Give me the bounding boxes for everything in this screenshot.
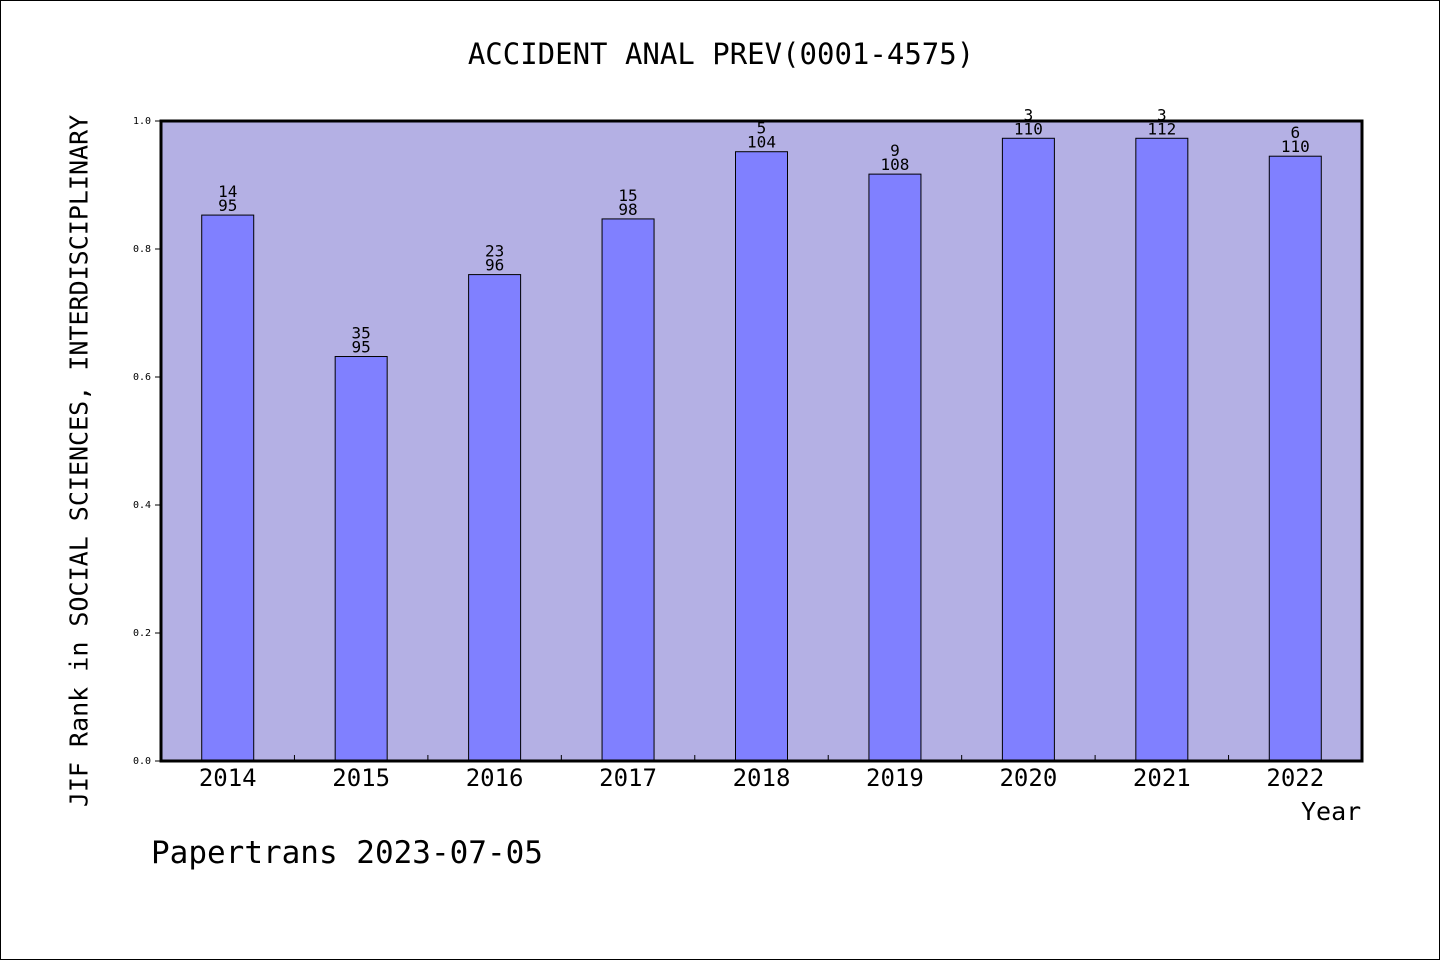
bar-total-label: 95 [352, 338, 371, 357]
bar-total-label: 110 [1281, 137, 1310, 156]
x-tick-label: 2014 [199, 764, 257, 792]
x-axis-label: Year [1301, 797, 1362, 826]
bar-rank-label: 5 [757, 119, 767, 138]
bar-2022 [1268, 155, 1322, 762]
bar-2018 [735, 151, 788, 762]
y-axis: 0.0 0.2 0.4 0.6 0.8 1.0 [133, 116, 161, 767]
bar-2015 [334, 356, 388, 762]
bar-total-label: 95 [218, 196, 237, 215]
x-tick-label: 2019 [866, 764, 924, 792]
x-tick-label: 2022 [1266, 764, 1324, 792]
bar-2021 [1135, 137, 1189, 762]
chart-title: ACCIDENT ANAL PREV(0001-4575) [467, 37, 975, 71]
bar-total-label: 104 [747, 133, 776, 152]
y-tick-label: 0.8 [133, 244, 151, 255]
bar-2016 [468, 274, 522, 762]
bar-rank-label: 3 [1024, 105, 1034, 124]
y-tick-label: 0.4 [133, 500, 151, 511]
x-axis: 2014 2015 2016 2017 2018 2019 2020 2021 2022 [199, 755, 1324, 792]
bar-2019 [868, 173, 922, 762]
bar-total-label: 108 [880, 155, 909, 174]
bar-rank-label: 15 [618, 186, 637, 205]
x-tick-label: 2017 [599, 764, 657, 792]
bar-rank-label: 3 [1157, 105, 1167, 124]
plot-border [159, 119, 1364, 763]
bar-total-label: 96 [485, 256, 504, 275]
footer-credit: Papertrans 2023-07-05 [151, 835, 543, 871]
bar-rank-label: 14 [218, 182, 237, 201]
y-tick-label: 0.2 [133, 628, 151, 639]
bar-2017 [601, 218, 655, 762]
x-tick-label: 2020 [999, 764, 1057, 792]
x-tick-label: 2015 [332, 764, 390, 792]
bar-rank-label: 35 [352, 324, 371, 343]
bar-rank-label: 6 [1290, 123, 1300, 142]
bar-total-label: 98 [618, 200, 637, 219]
y-tick-label: 0.6 [133, 372, 151, 383]
x-tick-label: 2018 [733, 764, 791, 792]
bar-rank-label: 9 [890, 141, 900, 160]
bars-layer [201, 137, 1322, 762]
bar-2020 [1001, 137, 1055, 762]
bar-2014 [201, 214, 255, 762]
y-tick-label: 1.0 [133, 116, 151, 127]
x-tick-label: 2021 [1133, 764, 1191, 792]
bar-total-label: 112 [1147, 119, 1176, 138]
y-tick-label: 0.0 [133, 756, 151, 767]
x-tick-label: 2016 [466, 764, 524, 792]
bar-total-label: 110 [1014, 119, 1043, 138]
bar-rank-label: 23 [485, 242, 504, 261]
